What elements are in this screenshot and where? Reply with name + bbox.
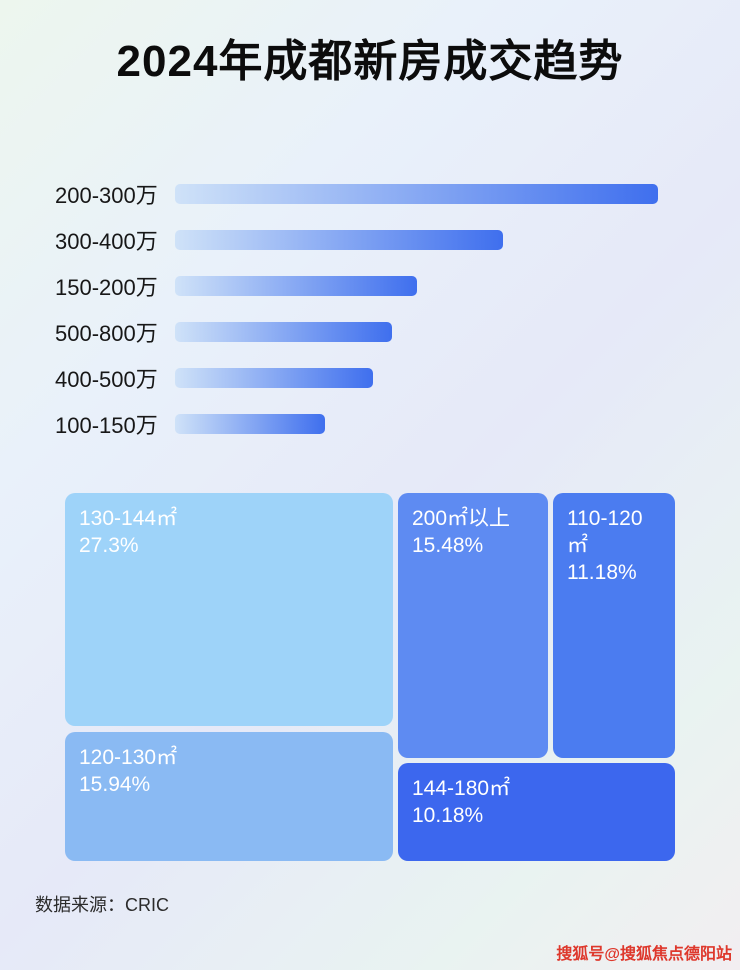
treemap-block-value: 15.94% — [79, 773, 151, 797]
data-source-label: 数据来源：CRIC — [35, 894, 169, 915]
treemap-block-label: 130-144㎡ — [79, 506, 178, 530]
treemap-block: 200㎡以上 15.48% — [398, 492, 548, 758]
bar-category-label: 500-800万 — [55, 320, 158, 346]
bar-track — [175, 367, 658, 388]
bar — [175, 183, 658, 204]
bar-track — [175, 183, 658, 204]
watermark: 搜狐号@搜狐焦点德阳站 — [556, 946, 732, 963]
bar-track — [175, 229, 658, 250]
page-title: 2024年成都新房成交趋势 — [116, 37, 624, 86]
treemap-block: 144-180㎡ 10.18% — [398, 762, 675, 861]
bar — [175, 275, 417, 296]
treemap-block-value: 27.3% — [79, 534, 139, 558]
treemap-block-value: 10.18% — [412, 804, 484, 828]
treemap-block: 120-130㎡ 15.94% — [65, 731, 393, 861]
treemap-block-label: 144-180㎡ — [412, 776, 511, 800]
bar-row: 150-200万 — [55, 263, 740, 309]
bar — [175, 321, 393, 342]
bar-category-label: 200-300万 — [55, 182, 158, 208]
bar-category-label: 150-200万 — [55, 274, 158, 300]
bar-row: 400-500万 — [55, 355, 740, 401]
bar-row: 300-400万 — [55, 217, 740, 263]
treemap-block-value: 11.18% — [567, 561, 637, 585]
bar — [175, 229, 504, 250]
bar-category-label: 100-150万 — [55, 412, 158, 438]
bar-track — [175, 275, 658, 296]
bar-category-label: 300-400万 — [55, 228, 158, 254]
bar-track — [175, 321, 658, 342]
bar-row: 500-800万 — [55, 309, 740, 355]
treemap-block-label: 120-130㎡ — [79, 745, 178, 769]
bar-row: 100-150万 — [55, 401, 740, 447]
treemap-block-label: 200㎡以上 — [412, 506, 511, 530]
area-segment-treemap: 130-144㎡ 27.3% 200㎡以上 15.48% 110-120㎡ 11… — [65, 492, 675, 861]
bar-category-label: 400-500万 — [55, 366, 158, 392]
bar-track — [175, 413, 658, 434]
price-segment-bar-chart: 200-300万 300-400万 150-200万 500-800万 400- — [0, 171, 740, 447]
bar — [175, 367, 374, 388]
treemap-block-value: 15.48% — [412, 534, 484, 558]
treemap-block: 130-144㎡ 27.3% — [65, 492, 393, 726]
bar — [175, 413, 325, 434]
treemap-block-label: 110-120㎡ — [567, 506, 643, 558]
treemap-block: 110-120㎡ 11.18% — [553, 492, 675, 758]
bar-row: 200-300万 — [55, 171, 740, 217]
